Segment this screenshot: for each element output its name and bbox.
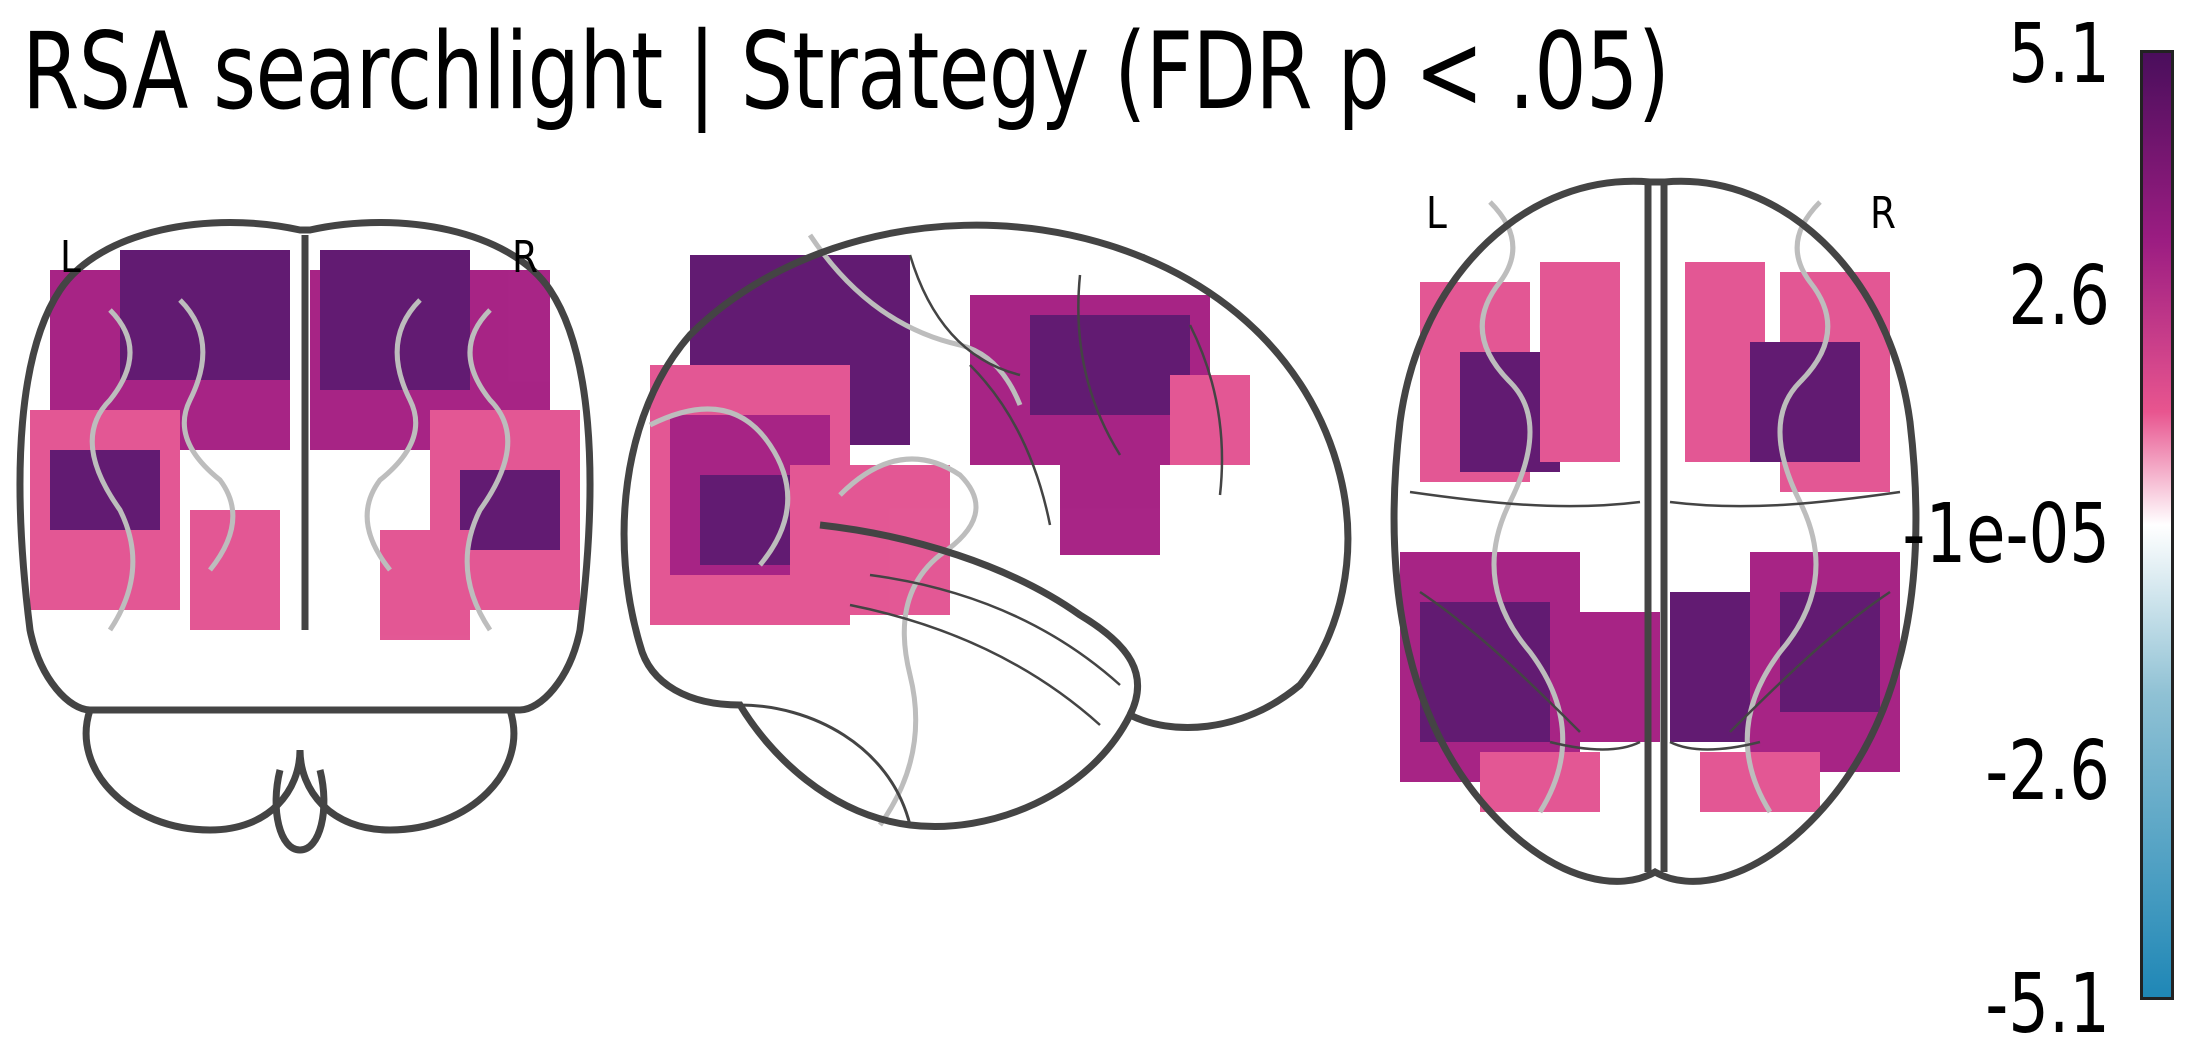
colorbar-tick-zero: -1e-05 <box>1902 487 2110 582</box>
activation-blob <box>1030 315 1190 415</box>
sagittal-view <box>620 221 1352 830</box>
colorbar-tick-min: -5.1 <box>1985 957 2110 1052</box>
coronal-view <box>16 219 594 854</box>
activation-blob <box>190 510 280 630</box>
activation-blob <box>120 250 290 380</box>
axial-outline <box>1390 177 1920 885</box>
sagittal-sulci <box>648 233 1023 827</box>
colorbar-tick-high: 2.6 <box>2008 249 2110 344</box>
activation-blob <box>320 250 470 390</box>
axial-thin-sulci <box>1409 490 1901 751</box>
axial-right-label: R <box>1870 188 1896 239</box>
coronal-left-label: L <box>60 232 81 283</box>
coronal-sulci <box>89 298 511 632</box>
figure-title: RSA searchlight | Strategy (FDR p < .05) <box>22 10 1670 133</box>
colorbar-tick-low: -2.6 <box>1985 724 2110 819</box>
activation-blob <box>1480 752 1600 812</box>
coronal-right-label: R <box>512 232 538 283</box>
sagittal-outline <box>620 221 1352 830</box>
sagittal-activations <box>650 255 1250 625</box>
activation-blob <box>460 470 560 550</box>
activation-blob <box>1420 602 1550 742</box>
axial-view <box>1390 177 1920 885</box>
activation-blob <box>380 530 470 640</box>
activation-blob <box>790 465 950 615</box>
coronal-outline <box>16 219 594 854</box>
activation-blob <box>1750 342 1860 462</box>
sagittal-thin-sulci <box>849 254 1224 726</box>
activation-blob <box>1540 262 1620 462</box>
activation-blob <box>1170 375 1250 465</box>
colorbar-tick-max: 5.1 <box>2008 7 2110 102</box>
axial-left-label: L <box>1426 188 1447 239</box>
activation-blob <box>1060 435 1160 555</box>
colorbar <box>2140 50 2174 1000</box>
axial-sulci <box>1479 200 1831 814</box>
activation-blob <box>700 475 790 565</box>
activation-blob <box>1700 752 1820 812</box>
coronal-activations <box>30 250 580 640</box>
